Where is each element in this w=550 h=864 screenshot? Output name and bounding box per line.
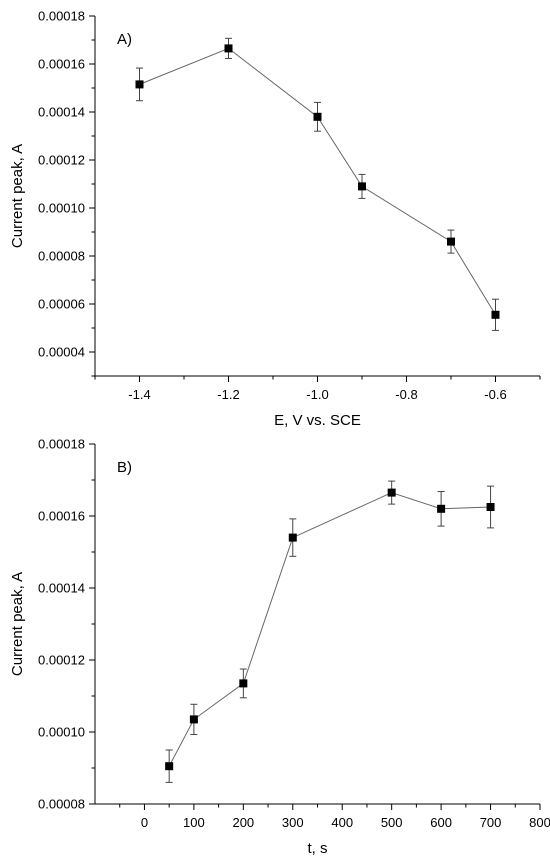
y-tick-label: 0.00010	[38, 725, 85, 740]
x-tick-label: 300	[282, 815, 304, 830]
x-tick-label: 800	[529, 815, 550, 830]
y-tick-label: 0.00016	[38, 509, 85, 524]
data-point	[358, 182, 366, 191]
y-axis-title: Current peak, A	[9, 144, 26, 248]
x-tick-label: -1.4	[128, 387, 150, 402]
x-tick-label: -0.8	[395, 387, 417, 402]
y-tick-label: 0.00004	[38, 345, 85, 360]
data-point	[387, 488, 396, 497]
data-point	[486, 503, 495, 511]
data-point	[135, 80, 144, 89]
y-tick-label: 0.00014	[38, 581, 85, 596]
x-tick-label: 500	[381, 815, 403, 830]
y-tick-label: 0.00014	[38, 105, 85, 120]
y-tick-label: 0.00006	[38, 297, 85, 312]
x-tick-label: -1.2	[217, 387, 239, 402]
data-point	[437, 504, 446, 513]
data-point	[189, 715, 198, 724]
y-tick-label: 0.00012	[38, 653, 85, 668]
data-point	[165, 762, 174, 771]
y-tick-label: 0.00018	[38, 9, 85, 24]
x-tick-label: 400	[331, 815, 353, 830]
chart-panel-b: 0 100 200 300 400 500 600 700 800 0.00008 0.00010 0…	[9, 437, 550, 858]
x-axis-title: E, V vs. SCE	[274, 412, 361, 429]
x-tick-label: 100	[183, 815, 205, 830]
y-tick-label: 0.00008	[38, 249, 85, 264]
data-point	[491, 310, 500, 319]
y-axis-title: Current peak, A	[9, 572, 26, 676]
y-tick-label: 0.00010	[38, 201, 85, 216]
data-point	[224, 44, 233, 53]
x-tick-label: 0	[141, 815, 148, 830]
x-tick-label: -1.0	[306, 387, 328, 402]
data-point	[239, 679, 248, 688]
x-tick-label: 700	[480, 815, 502, 830]
x-tick-label: -0.6	[484, 387, 506, 402]
chart-panel-a: -1.4 -1.2 -1.0 -0.8 -0.6 0.00004 0.00006 0.0000…	[9, 9, 541, 429]
data-point	[313, 112, 322, 121]
panel-label: B)	[117, 459, 132, 476]
y-tick-label: 0.00016	[38, 57, 85, 72]
y-tick-label: 0.00008	[38, 797, 85, 812]
y-tick-label: 0.00012	[38, 153, 85, 168]
x-axis-title: t, s	[307, 840, 327, 857]
data-point	[288, 533, 297, 542]
series-line	[168, 492, 491, 767]
y-tick-label: 0.00018	[38, 437, 85, 452]
panel-label: A)	[117, 31, 132, 48]
series-line	[139, 47, 496, 316]
data-point	[447, 237, 455, 246]
x-tick-label: 600	[430, 815, 452, 830]
x-tick-label: 200	[232, 815, 254, 830]
